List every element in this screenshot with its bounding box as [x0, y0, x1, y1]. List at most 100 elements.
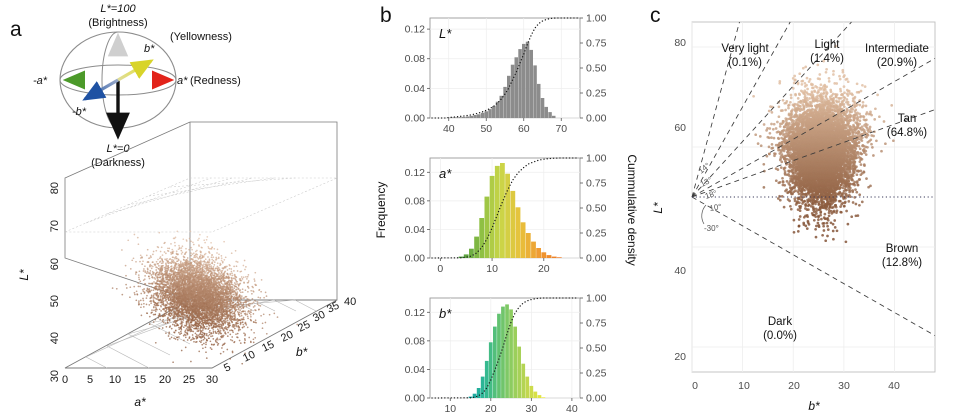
scatter3d-point [234, 285, 236, 288]
scatter3d-point [165, 332, 167, 334]
scatter3d-point [233, 282, 236, 284]
scatter3d-point [213, 247, 216, 250]
scatter3d-point [239, 297, 242, 300]
scatter3d-point [201, 311, 204, 314]
scatter3d-point [246, 285, 249, 288]
scatter3d-point [211, 246, 213, 249]
scatter3d-point [211, 322, 214, 324]
scatter3d-point [208, 325, 211, 327]
scatter3d-point [231, 274, 234, 277]
scatter3d-point [237, 329, 240, 332]
scatter3d-point [258, 288, 261, 291]
scatter3d-point [222, 301, 225, 304]
scatter3d-point [192, 306, 195, 309]
scatter3d-point [205, 297, 208, 300]
scatter3d-point [256, 303, 259, 305]
scatter3d-point [232, 297, 235, 300]
scatter3d-point [196, 336, 199, 339]
scatter3d-point [223, 329, 225, 331]
scatter3d-point [205, 334, 208, 337]
scatter3d-point [216, 252, 218, 254]
scatter3d-point [210, 308, 213, 311]
scatter3d-point [250, 341, 252, 344]
scatter3d-point [226, 319, 229, 322]
scatter3d-point [232, 301, 235, 304]
scatter3d-point [215, 324, 217, 327]
scatter3d-point [180, 328, 183, 331]
scatter3d-point [178, 244, 180, 247]
scatter3d-point [249, 302, 252, 305]
scatter3d-point [226, 269, 229, 271]
scatter3d-point [228, 310, 230, 313]
scatter3d-point [230, 311, 233, 314]
scatter3d-point [244, 334, 246, 337]
scatter3d-point [199, 254, 202, 256]
scatter3d-point [239, 309, 241, 311]
scatter3d-point [215, 291, 218, 293]
axis-b-negative-arrow [82, 78, 119, 101]
scatter3d-point [230, 320, 233, 322]
scatter3d-point [221, 347, 223, 349]
scatter3d-point [222, 291, 225, 294]
scatter3d-point [233, 293, 235, 296]
scatter3d-point [212, 280, 215, 283]
scatter3d-point [238, 311, 241, 314]
scatter3d-point [155, 306, 157, 309]
scatter3d-point [218, 291, 221, 294]
scatter3d-point [194, 332, 197, 335]
scatter3d-point [217, 267, 219, 270]
scatter3d-point [219, 329, 222, 332]
scatter3d-point [237, 308, 240, 311]
scatter3d-point [194, 320, 197, 323]
scatter3d-point [229, 298, 232, 301]
scatter3d-point [247, 317, 249, 320]
axis-b-positive-label: b* [144, 43, 155, 55]
scatter3d-point [234, 309, 237, 312]
scatter3d-point [223, 258, 226, 261]
scatter3d-point [245, 324, 248, 326]
scatter3d-point [182, 319, 185, 321]
scatter3d-point [240, 303, 242, 306]
scatter3d-point [217, 329, 220, 332]
scatter3d-point [215, 286, 217, 288]
scatter3d-point [250, 315, 252, 318]
axis-b-positive-note: (Yellowness) [170, 31, 232, 43]
scatter3d-point [208, 333, 211, 336]
scatter3d-point [221, 327, 224, 329]
scatter3d-point [213, 286, 216, 289]
scatter3d-point [158, 308, 161, 311]
scatter3d-point [143, 278, 146, 281]
scatter3d-point [226, 348, 229, 351]
scatter3d-point [228, 297, 230, 300]
scatter3d-point [227, 305, 229, 308]
scatter3d-point [264, 291, 267, 294]
scatter3d-point [201, 331, 204, 334]
scatter3d-point [211, 335, 214, 337]
scatter3d-point [208, 327, 210, 329]
scatter3d-point [212, 256, 215, 259]
scatter3d-point [233, 312, 235, 315]
scatter3d-point [194, 256, 197, 259]
scatter3d-point [204, 308, 207, 310]
scatter3d-point [229, 317, 232, 319]
scatter3d-point [186, 329, 189, 332]
scatter3d-point [194, 322, 197, 325]
scatter3d-point [194, 254, 196, 257]
scatter3d-point [202, 327, 205, 330]
scatter3d-point [197, 330, 200, 332]
scatter3d-point [200, 330, 203, 332]
scatter3d-point [250, 329, 253, 331]
scatter3d-point [251, 298, 254, 300]
scatter3d-point [234, 315, 236, 318]
scatter3d-point [216, 302, 218, 305]
scatter3d-point [252, 306, 255, 308]
scatter3d-point [226, 297, 229, 299]
scatter3d-point [246, 278, 248, 280]
scatter3d-point [250, 309, 252, 311]
scatter3d-point [240, 276, 243, 278]
scatter3d-point [220, 323, 223, 326]
scatter3d-point [227, 276, 230, 279]
scatter3d-point [259, 305, 262, 307]
scatter3d-point [251, 302, 254, 305]
scatter3d-point [200, 327, 202, 329]
